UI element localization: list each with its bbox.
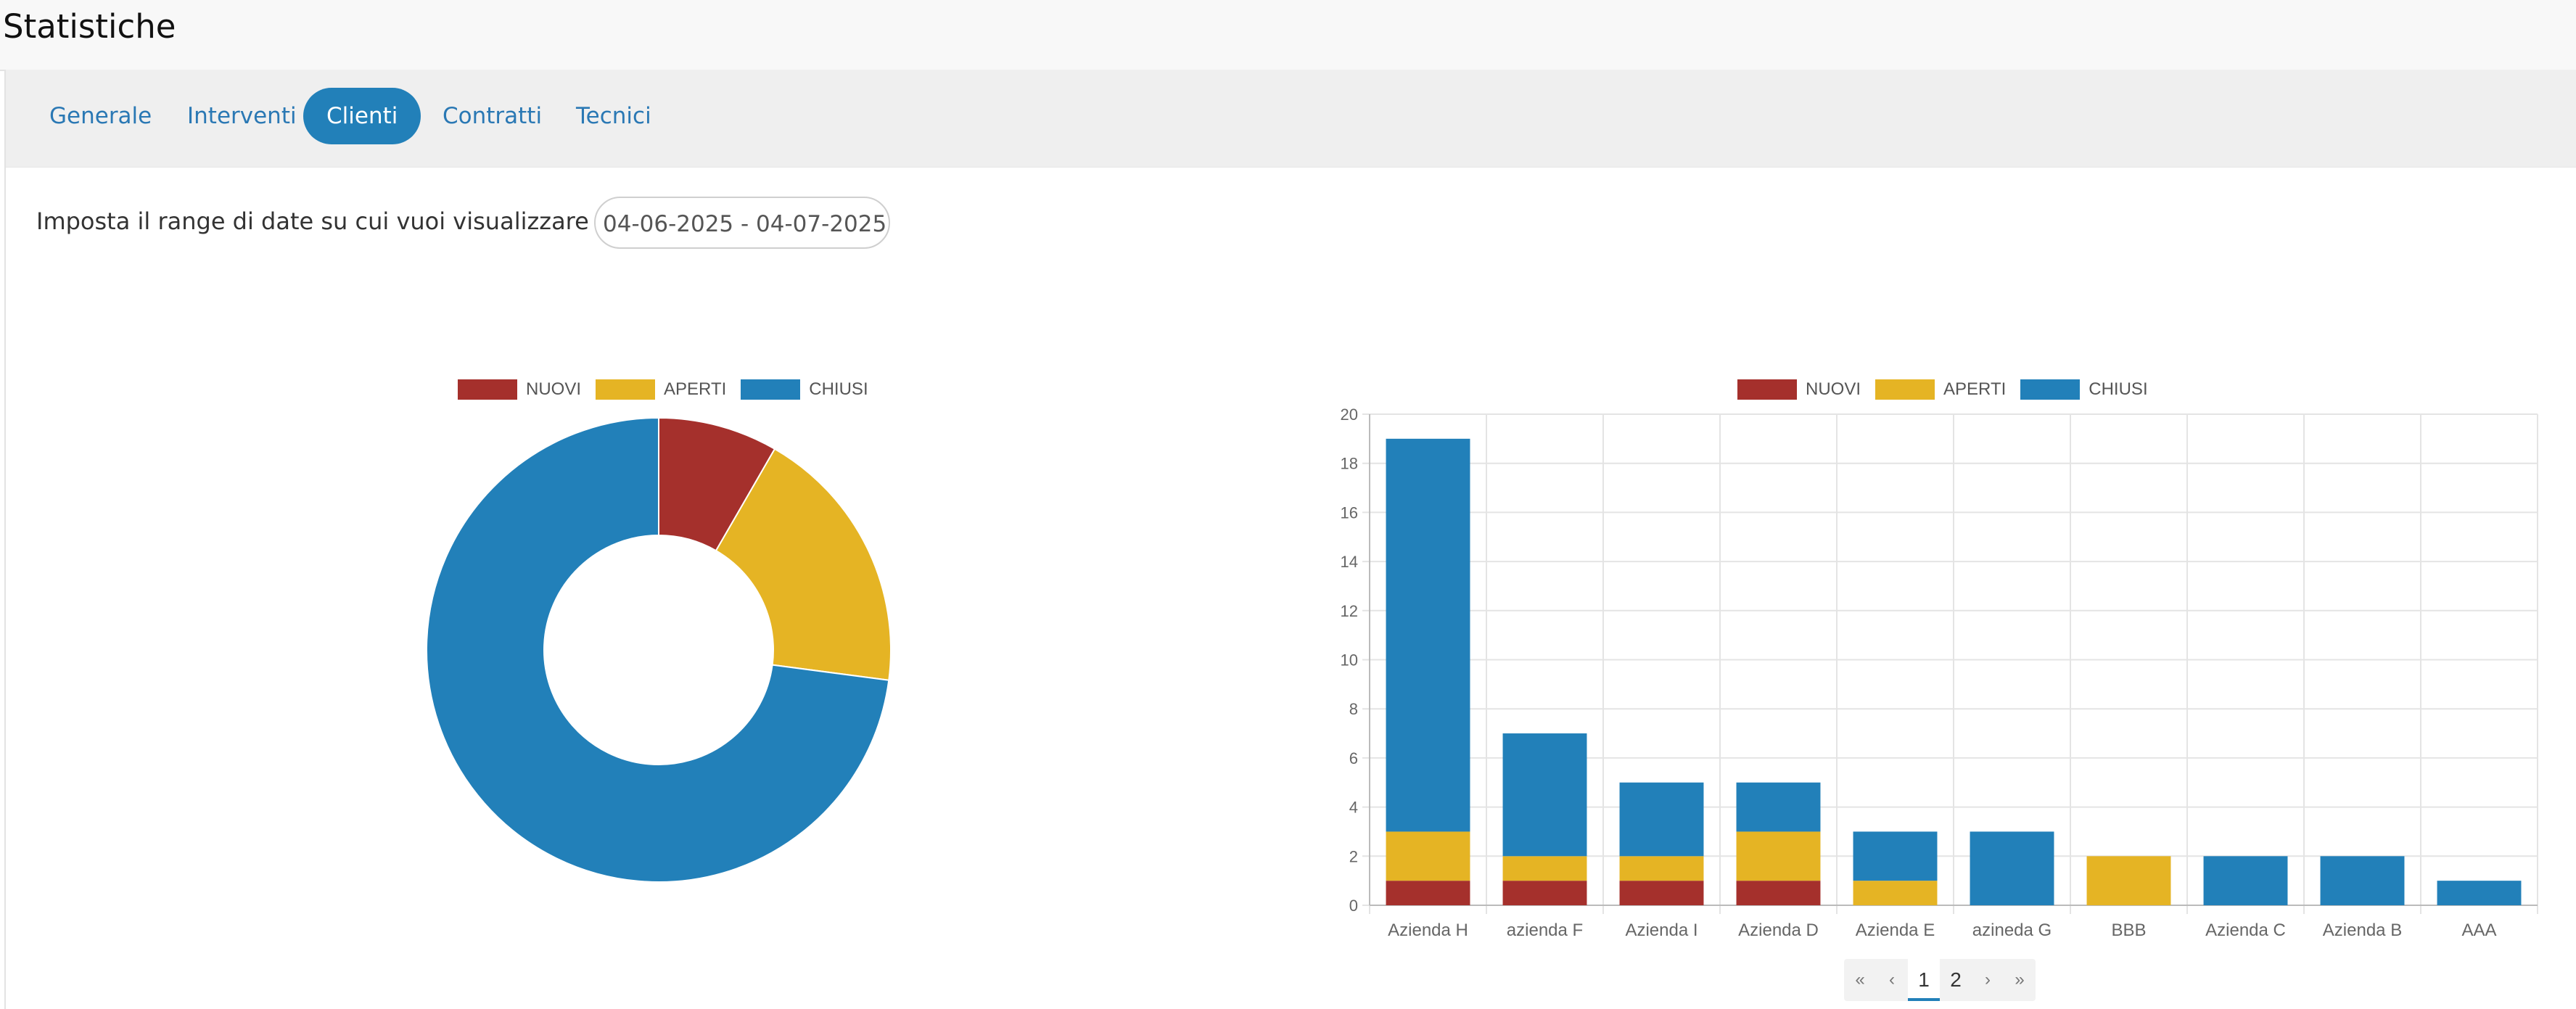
bar-chiusi-1[interactable] xyxy=(1502,733,1587,857)
legend-label-chiusi: CHIUSI xyxy=(809,379,868,399)
bar-nuovi-2[interactable] xyxy=(1619,881,1704,905)
x-category-label: Azienda I xyxy=(1625,921,1698,940)
bar-legend-label-chiusi: CHIUSI xyxy=(2089,379,2148,399)
bar-chiusi-8[interactable] xyxy=(2320,856,2405,905)
pagination-next[interactable]: › xyxy=(1985,970,1991,989)
y-tick-label: 8 xyxy=(1349,700,1358,718)
tab-tecnici[interactable]: Tecnici xyxy=(576,103,651,129)
bar-legend-item-nuovi[interactable]: NUOVI xyxy=(1737,379,1861,400)
donut-legend: NUOVI APERTI CHIUSI xyxy=(458,379,883,400)
x-category-label: azienda F xyxy=(1507,921,1583,940)
bar-aperti-3[interactable] xyxy=(1736,831,1821,881)
pagination-page-1[interactable]: 1 xyxy=(1908,959,1940,1001)
x-category-label: Azienda B xyxy=(2323,921,2402,940)
tab-interventi[interactable]: Interventi xyxy=(187,103,297,129)
legend-item-aperti[interactable]: APERTI xyxy=(596,379,726,400)
y-tick-label: 14 xyxy=(1341,553,1358,571)
bar-legend-swatch-chiusi xyxy=(2020,379,2081,400)
bar-nuovi-3[interactable] xyxy=(1736,881,1821,905)
legend-label-aperti: APERTI xyxy=(664,379,727,399)
bar-legend-swatch-aperti xyxy=(1875,379,1935,400)
date-range-label: Imposta il range di date su cui vuoi vis… xyxy=(36,207,655,235)
stats-panel: Generale Interventi Clienti Contratti Te… xyxy=(4,70,2576,1009)
bar-legend-item-chiusi[interactable]: CHIUSI xyxy=(2020,379,2148,400)
donut-slice-chiusi[interactable] xyxy=(426,416,890,883)
x-category-label: Azienda E xyxy=(1856,921,1935,940)
bar-legend: NUOVI APERTI CHIUSI xyxy=(1737,379,2163,400)
donut-chart xyxy=(426,416,892,883)
x-category-label: AAA xyxy=(2461,921,2496,940)
legend-item-nuovi[interactable]: NUOVI xyxy=(458,379,581,400)
bar-chiusi-3[interactable] xyxy=(1736,782,1821,832)
pagination-prev[interactable]: ‹ xyxy=(1889,970,1895,989)
bar-chiusi-7[interactable] xyxy=(2203,856,2288,905)
y-tick-label: 10 xyxy=(1341,651,1358,670)
bar-aperti-6[interactable] xyxy=(2086,856,2171,905)
page-title: Statistiche xyxy=(3,7,176,46)
bar-nuovi-1[interactable] xyxy=(1502,881,1587,905)
x-category-label: Azienda C xyxy=(2205,921,2286,940)
bar-aperti-2[interactable] xyxy=(1619,856,1704,881)
legend-swatch-aperti xyxy=(596,379,656,400)
bar-legend-item-aperti[interactable]: APERTI xyxy=(1875,379,2006,400)
y-tick-label: 4 xyxy=(1349,799,1358,817)
legend-swatch-chiusi xyxy=(741,379,801,400)
pagination-first[interactable]: « xyxy=(1855,970,1865,989)
legend-label-nuovi: NUOVI xyxy=(526,379,582,399)
bar-aperti-1[interactable] xyxy=(1502,856,1587,881)
x-category-label: BBB xyxy=(2111,921,2146,940)
bar-legend-swatch-nuovi xyxy=(1737,379,1797,400)
tabs-bar: Generale Interventi Clienti Contratti Te… xyxy=(6,70,2576,168)
pagination-page-2[interactable]: 2 xyxy=(1950,968,1962,991)
bar-aperti-4[interactable] xyxy=(1853,881,1938,905)
x-category-label: azineda G xyxy=(1972,921,2052,940)
y-tick-label: 0 xyxy=(1349,897,1358,915)
y-tick-label: 20 xyxy=(1341,405,1358,424)
bar-legend-label-aperti: APERTI xyxy=(1943,379,2007,399)
x-category-label: Azienda D xyxy=(1738,921,1819,940)
tab-generale[interactable]: Generale xyxy=(49,103,152,129)
legend-swatch-nuovi xyxy=(458,379,517,400)
stacked-bar-chart: 0 2 4 6 8 10 12 14 16 18 20 Azienda H azienda F Azien… xyxy=(1341,405,2538,940)
pagination: « ‹ 1 2 › » xyxy=(1844,959,2036,1001)
pagination-last[interactable]: » xyxy=(2015,970,2025,989)
y-tick-label: 18 xyxy=(1341,455,1358,473)
tab-clienti[interactable]: Clienti xyxy=(303,88,421,144)
bar-aperti-0[interactable] xyxy=(1386,831,1470,881)
y-tick-label: 16 xyxy=(1341,503,1358,522)
y-tick-label: 2 xyxy=(1349,847,1358,865)
y-tick-label: 12 xyxy=(1341,602,1358,620)
bar-legend-label-nuovi: NUOVI xyxy=(1806,379,1861,399)
bar-chiusi-2[interactable] xyxy=(1619,782,1704,857)
bar-chiusi-4[interactable] xyxy=(1853,831,1938,881)
bar-chiusi-9[interactable] xyxy=(2437,881,2522,905)
x-category-label: Azienda H xyxy=(1388,921,1468,940)
tab-contratti[interactable]: Contratti xyxy=(443,103,543,129)
page-header: Statistiche xyxy=(0,0,2576,71)
bar-nuovi-0[interactable] xyxy=(1386,881,1470,905)
donut-slice-aperti[interactable] xyxy=(715,448,892,681)
legend-item-chiusi[interactable]: CHIUSI xyxy=(741,379,868,400)
y-tick-label: 6 xyxy=(1349,749,1358,767)
bar-chiusi-0[interactable] xyxy=(1386,438,1470,832)
date-range-input[interactable]: 04-06-2025 - 04-07-2025 xyxy=(594,197,890,249)
bar-chiusi-5[interactable] xyxy=(1970,831,2054,905)
